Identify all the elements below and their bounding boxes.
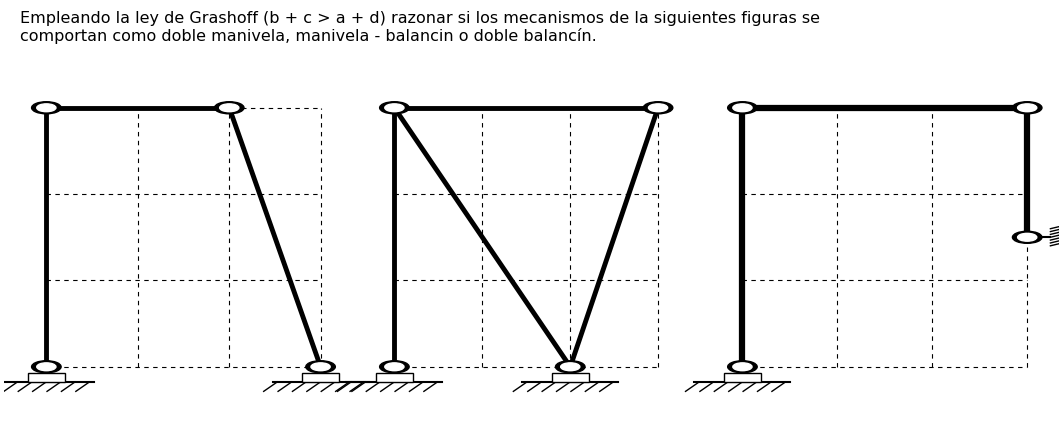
- Circle shape: [385, 363, 404, 370]
- Circle shape: [1012, 102, 1042, 114]
- Circle shape: [37, 104, 56, 112]
- Circle shape: [643, 102, 673, 114]
- Circle shape: [556, 361, 585, 373]
- Bar: [302, 373, 339, 382]
- Circle shape: [732, 363, 752, 370]
- Circle shape: [306, 361, 335, 373]
- Circle shape: [379, 361, 409, 373]
- Circle shape: [32, 361, 61, 373]
- Bar: [376, 373, 412, 382]
- Circle shape: [728, 361, 757, 373]
- Bar: [724, 373, 761, 382]
- Circle shape: [37, 363, 56, 370]
- Circle shape: [32, 102, 61, 114]
- Circle shape: [215, 102, 244, 114]
- Circle shape: [648, 104, 668, 112]
- Circle shape: [1017, 233, 1036, 241]
- Circle shape: [1012, 231, 1042, 243]
- Circle shape: [728, 102, 757, 114]
- Circle shape: [732, 104, 752, 112]
- Circle shape: [560, 363, 579, 370]
- Bar: [28, 373, 65, 382]
- Circle shape: [1017, 104, 1036, 112]
- Bar: [552, 373, 589, 382]
- Circle shape: [379, 102, 409, 114]
- Text: Empleando la ley de Grashoff (b + c > a + d) razonar si los mecanismos de la sig: Empleando la ley de Grashoff (b + c > a …: [20, 11, 820, 44]
- Circle shape: [220, 104, 239, 112]
- Circle shape: [311, 363, 331, 370]
- Circle shape: [385, 104, 404, 112]
